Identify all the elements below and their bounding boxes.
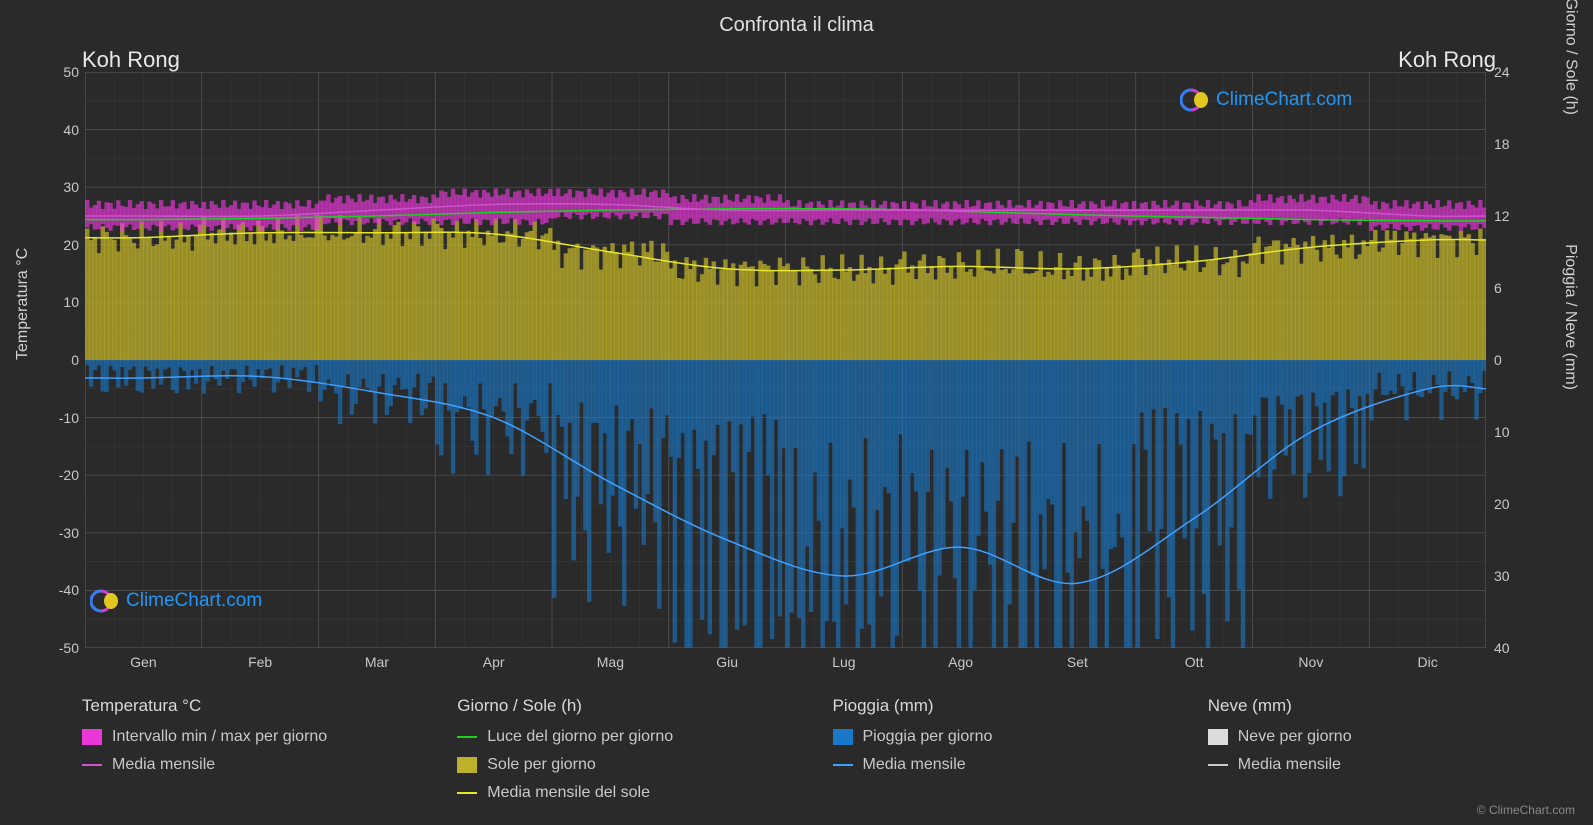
legend-item: Media mensile	[833, 756, 1188, 774]
ytick-left: -50	[39, 640, 79, 656]
xtick: Ago	[948, 654, 973, 670]
xtick: Mag	[597, 654, 624, 670]
ytick-left: 0	[39, 352, 79, 368]
y-axis-label-right-top: Giorno / Sole (h)	[1561, 0, 1579, 115]
legend-item: Neve per giorno	[1208, 728, 1563, 746]
legend-header: Giorno / Sole (h)	[457, 696, 812, 716]
legend-label: Media mensile del sole	[487, 784, 650, 802]
y-axis-label-right-bottom: Pioggia / Neve (mm)	[1561, 244, 1579, 390]
ytick-left: 40	[39, 122, 79, 138]
legend-label: Luce del giorno per giorno	[487, 728, 673, 746]
ytick-right: 18	[1494, 136, 1510, 152]
legend-column: Giorno / Sole (h) Luce del giorno per gio…	[457, 696, 812, 802]
legend-header: Neve (mm)	[1208, 696, 1563, 716]
xtick: Gen	[130, 654, 156, 670]
ytick-right: 24	[1494, 64, 1510, 80]
legend-swatch	[833, 729, 853, 745]
ytick-right: 20	[1494, 496, 1510, 512]
legend-label: Neve per giorno	[1238, 728, 1352, 746]
legend-label: Media mensile	[863, 756, 966, 774]
ytick-right: 12	[1494, 208, 1510, 224]
xtick: Apr	[483, 654, 505, 670]
legend-item: Sole per giorno	[457, 756, 812, 774]
legend-swatch	[82, 764, 102, 766]
xtick: Feb	[248, 654, 272, 670]
ytick-left: -40	[39, 582, 79, 598]
y-axis-label-left: Temperatura °C	[14, 248, 32, 360]
legend-column: Neve (mm) Neve per giorno Media mensile	[1208, 696, 1563, 802]
legend-label: Sole per giorno	[487, 756, 596, 774]
legend-header: Pioggia (mm)	[833, 696, 1188, 716]
legend-swatch	[1208, 729, 1228, 745]
ytick-left: -30	[39, 525, 79, 541]
legend-item: Media mensile	[82, 756, 437, 774]
ytick-left: -20	[39, 467, 79, 483]
climate-chart: Confronta il clima Koh Rong Koh Rong Tem…	[0, 0, 1593, 825]
ytick-right: 0	[1494, 352, 1502, 368]
legend-label: Pioggia per giorno	[863, 728, 993, 746]
watermark-logo-top: ClimeChart.com	[1180, 85, 1352, 115]
legend-label: Media mensile	[1238, 756, 1341, 774]
watermark-logo-bottom: ClimeChart.com	[90, 586, 262, 616]
ytick-left: 30	[39, 179, 79, 195]
legend: Temperatura °C Intervallo min / max per g…	[82, 696, 1563, 802]
ytick-right: 40	[1494, 640, 1510, 656]
legend-item: Intervallo min / max per giorno	[82, 728, 437, 746]
legend-swatch	[457, 792, 477, 794]
xtick: Set	[1067, 654, 1088, 670]
credit-text: © ClimeChart.com	[1477, 803, 1575, 817]
location-label-right: Koh Rong	[1398, 47, 1496, 73]
xtick: Mar	[365, 654, 389, 670]
ytick-left: 20	[39, 237, 79, 253]
legend-column: Temperatura °C Intervallo min / max per g…	[82, 696, 437, 802]
climechart-icon	[90, 586, 120, 616]
legend-item: Luce del giorno per giorno	[457, 728, 812, 746]
legend-column: Pioggia (mm) Pioggia per giorno Media mens…	[833, 696, 1188, 802]
xtick: Nov	[1298, 654, 1323, 670]
legend-swatch	[833, 764, 853, 766]
legend-swatch	[1208, 764, 1228, 766]
legend-label: Intervallo min / max per giorno	[112, 728, 327, 746]
ytick-left: 10	[39, 294, 79, 310]
legend-label: Media mensile	[112, 756, 215, 774]
legend-header: Temperatura °C	[82, 696, 437, 716]
watermark-text: ClimeChart.com	[126, 590, 262, 612]
watermark-text: ClimeChart.com	[1216, 89, 1352, 111]
ytick-left: 50	[39, 64, 79, 80]
ytick-left: -10	[39, 410, 79, 426]
ytick-right: 30	[1494, 568, 1510, 584]
ytick-right: 10	[1494, 424, 1510, 440]
xtick: Giu	[716, 654, 738, 670]
climechart-icon	[1180, 85, 1210, 115]
plot-area	[85, 72, 1486, 648]
xtick: Dic	[1418, 654, 1438, 670]
legend-item: Media mensile del sole	[457, 784, 812, 802]
legend-swatch	[82, 729, 102, 745]
legend-item: Media mensile	[1208, 756, 1563, 774]
chart-title: Confronta il clima	[719, 14, 874, 37]
legend-item: Pioggia per giorno	[833, 728, 1188, 746]
xtick: Lug	[832, 654, 855, 670]
location-label-left: Koh Rong	[82, 47, 180, 73]
xtick: Ott	[1185, 654, 1204, 670]
legend-swatch	[457, 757, 477, 773]
ytick-right: 6	[1494, 280, 1502, 296]
legend-swatch	[457, 736, 477, 738]
